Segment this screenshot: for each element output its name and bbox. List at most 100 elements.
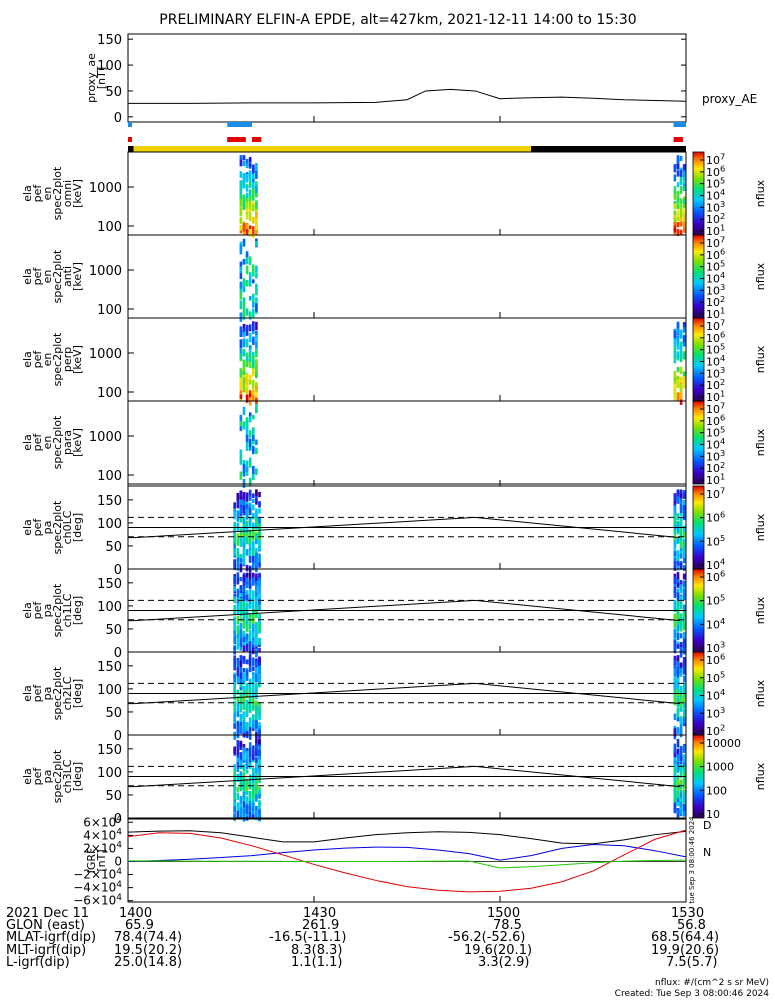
- heatmap-cell: [242, 574, 246, 582]
- ytick-label: 100: [97, 386, 122, 401]
- heatmap-cell: [255, 643, 258, 649]
- heatmap-cell: [248, 538, 252, 547]
- heatmap-cell: [252, 632, 255, 639]
- heatmap-cell: [673, 759, 677, 765]
- heatmap-cell: [242, 645, 246, 653]
- heatmap-cell: [679, 541, 683, 549]
- heatmap-cell: [255, 794, 258, 802]
- heatmap-cell: [248, 776, 252, 785]
- heatmap-cell: [255, 170, 258, 179]
- time-tick-label-3: 1530: [671, 906, 705, 921]
- heatmap-cell: [248, 272, 252, 277]
- heatmap-cell: [245, 533, 249, 542]
- heatmap-cell: [242, 776, 246, 783]
- heatmap-cell: [245, 805, 249, 815]
- colorbar-tick-label: 102: [706, 723, 725, 738]
- heatmap-cell: [239, 155, 243, 161]
- heatmap-cell: [255, 588, 258, 595]
- heatmap-cell: [673, 682, 677, 691]
- igrf-panel: 6×1044×1042×1040−2×104−4×104−6×104DNtue …: [73, 814, 711, 907]
- heatmap-cell: [679, 601, 683, 609]
- heatmap-cell: [239, 563, 243, 573]
- heatmap-cell: [239, 339, 243, 348]
- heatmap-cell: [255, 185, 258, 194]
- heatmap-cell: [233, 764, 236, 770]
- heatmap-cell: [255, 265, 258, 273]
- heatmap-cell: [673, 174, 677, 182]
- heatmap-cell: [245, 702, 249, 710]
- heatmap-cell: [673, 203, 677, 209]
- heatmap-cell: [252, 308, 255, 318]
- heatmap-cell: [245, 223, 249, 230]
- heatmap-cell: [255, 547, 258, 556]
- heatmap-cell: [679, 511, 683, 516]
- heatmap-cell: [679, 369, 683, 375]
- heatmap-cell: [676, 561, 680, 566]
- heatmap-cell: [239, 417, 243, 427]
- ylabel-line: ela: [21, 434, 34, 451]
- heatmap-cell: [258, 750, 261, 757]
- heatmap-cell: [248, 213, 252, 222]
- igrf-green-line: [128, 859, 687, 869]
- heatmap-cell: [679, 616, 683, 621]
- heatmap-cell: [258, 656, 261, 666]
- heatmap-cell: [682, 554, 686, 559]
- heatmap-cell: [258, 671, 261, 679]
- heatmap-cell: [258, 526, 261, 536]
- heatmap-cell: [676, 538, 680, 543]
- heatmap-cell: [676, 691, 680, 699]
- heatmap-cell: [252, 414, 255, 420]
- heatmap-cell: [255, 447, 258, 455]
- heatmap-cell: [252, 504, 255, 511]
- heatmap-cell: [242, 194, 246, 203]
- ylabel-line: ela: [21, 519, 34, 536]
- heatmap-cell: [682, 573, 686, 580]
- heatmap-cell: [258, 763, 261, 771]
- heatmap-cell: [258, 508, 261, 514]
- heatmap-cell: [245, 256, 249, 265]
- heatmap-cell: [673, 691, 677, 701]
- igrf-ylabel: IGRF[nT]: [85, 848, 108, 874]
- heatmap-cell: [682, 565, 686, 571]
- heatmap-cell: [673, 588, 677, 593]
- heatmap-cell: [252, 201, 255, 207]
- heatmap-cell: [682, 174, 686, 182]
- heatmap-cell: [252, 639, 255, 645]
- heatmap-cell: [676, 550, 680, 558]
- heatmap-cell: [245, 159, 249, 167]
- heatmap-cell: [676, 727, 680, 735]
- units-note: nflux: #/(cm^2 s sr MeV): [655, 978, 769, 988]
- ephemeris-value: 19.9(20.6): [651, 942, 720, 958]
- heatmap-cell: [679, 584, 683, 591]
- heatmap-cell: [682, 660, 686, 667]
- heatmap-cell: [682, 341, 686, 347]
- heatmap-cell: [248, 582, 252, 589]
- loss-cone-line: [128, 599, 680, 622]
- heatmap-cell: [245, 185, 249, 192]
- heatmap-cell: [248, 260, 252, 266]
- heatmap-cell: [255, 611, 258, 618]
- heatmap-cell: [245, 522, 249, 527]
- heatmap-cell: [676, 229, 680, 237]
- ytick-label: −4×104: [73, 880, 122, 895]
- ylabel-line: pa: [41, 770, 54, 784]
- date-label: 2021 Dec 11: [6, 906, 90, 921]
- heatmap-cell: [248, 597, 252, 607]
- heatmap-cell: [242, 538, 246, 546]
- heatmap-cell: [255, 626, 258, 635]
- heatmap-cell: [248, 529, 252, 536]
- heatmap-cell: [245, 192, 249, 202]
- heatmap-cell: [239, 181, 243, 191]
- heatmap-cell: [242, 551, 246, 557]
- colorbar-tick-label: 106: [706, 246, 725, 261]
- heatmap-cell: [239, 456, 243, 465]
- heatmap-cell: [252, 609, 255, 616]
- heatmap-cell: [682, 373, 686, 381]
- heatmap-cell: [248, 179, 252, 188]
- heatmap-cell: [673, 675, 677, 682]
- heatmap-cell: [673, 359, 677, 364]
- heatmap-cell: [236, 616, 240, 623]
- heatmap-cell: [242, 613, 246, 620]
